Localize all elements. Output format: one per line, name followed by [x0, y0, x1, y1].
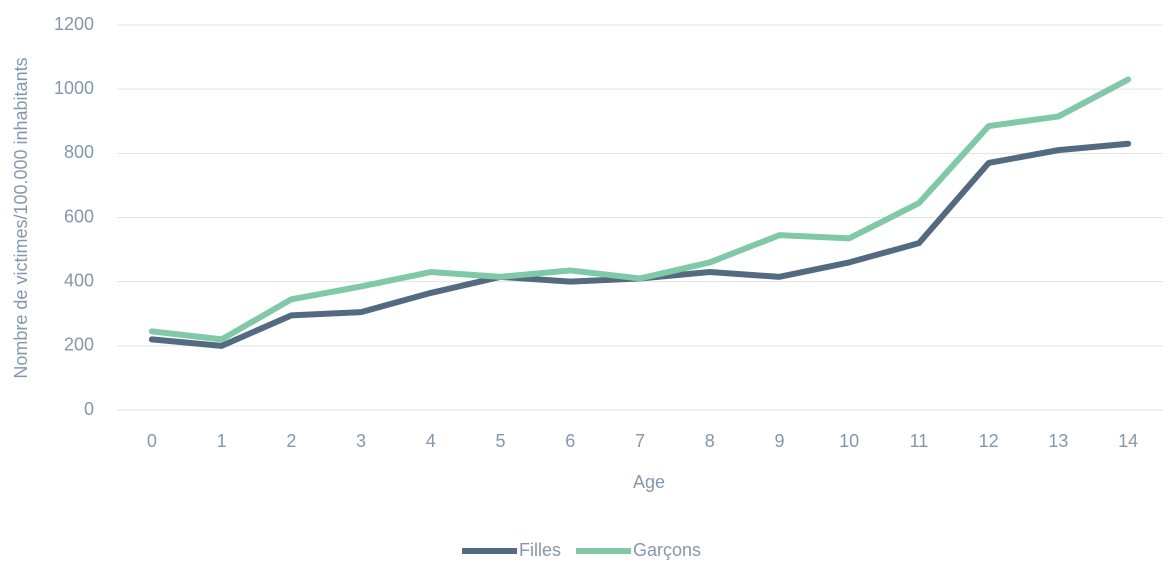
- legend-label: Filles: [519, 540, 561, 560]
- x-tick-label: 11: [910, 431, 929, 451]
- x-tick-label: 4: [426, 431, 436, 451]
- x-tick-label: 14: [1118, 431, 1138, 451]
- x-tick-label: 10: [839, 431, 859, 451]
- x-tick-label: 0: [147, 431, 157, 451]
- x-tick-label: 7: [635, 431, 645, 451]
- y-tick-label: 0: [84, 399, 94, 419]
- x-tick-label: 5: [496, 431, 506, 451]
- x-axis-title: Age: [633, 472, 665, 492]
- y-tick-label: 400: [64, 270, 94, 290]
- legend-label: Garçons: [633, 540, 701, 560]
- y-tick-label: 1000: [54, 78, 94, 98]
- x-tick-label: 6: [565, 431, 575, 451]
- y-tick-label: 200: [64, 335, 94, 355]
- x-tick-label: 2: [286, 431, 296, 451]
- series-line: [148, 140, 1132, 349]
- x-tick-label: 12: [979, 431, 999, 451]
- x-tick-label: 3: [356, 431, 366, 451]
- x-tick-label: 1: [217, 431, 227, 451]
- x-tick-label: 13: [1048, 431, 1068, 451]
- series-line: [148, 76, 1132, 343]
- y-tick-label: 800: [64, 142, 94, 162]
- x-tick-label: 9: [774, 431, 784, 451]
- y-tick-label: 1200: [54, 14, 94, 34]
- x-tick-label: 8: [705, 431, 715, 451]
- y-tick-label: 600: [64, 206, 94, 226]
- y-axis-title: Nombre de victimes/100.000 inhabitants: [11, 57, 31, 378]
